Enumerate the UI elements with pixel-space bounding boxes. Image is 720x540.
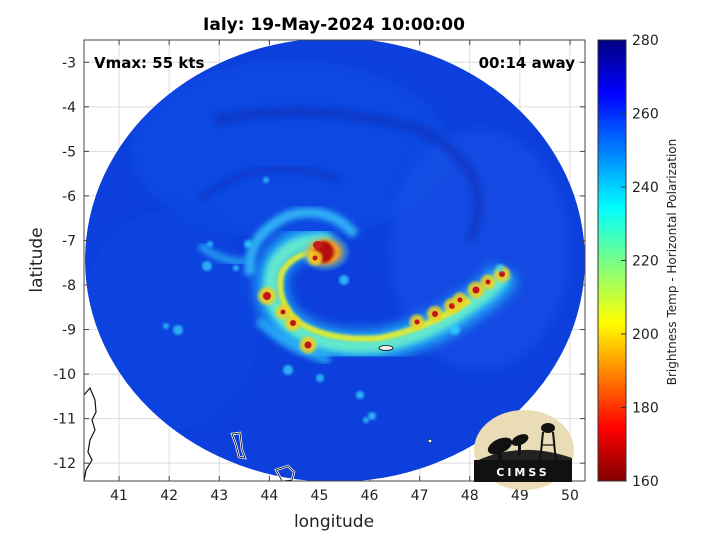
- y-tick-label: -11: [53, 412, 76, 428]
- y-tick-label: -3: [62, 55, 76, 71]
- colorbar-tick-label: 180: [632, 401, 659, 417]
- y-tick-label: -10: [53, 367, 76, 383]
- coastline-africa: [84, 386, 97, 481]
- colorbar-tick-label: 160: [632, 474, 659, 490]
- y-tick-label: -4: [62, 100, 76, 116]
- x-tick-label: 48: [461, 488, 479, 504]
- scattered-convective-cells: [163, 177, 504, 423]
- satellite-dish-icon: [487, 434, 529, 460]
- y-tick-label: -9: [62, 323, 76, 339]
- eyewall-core: [299, 232, 351, 272]
- x-tick-label: 46: [361, 488, 379, 504]
- colorbar-label: Brightness Temp - Horizontal Polarizatio…: [665, 139, 679, 386]
- x-tick-label: 43: [210, 488, 228, 504]
- y-axis-ticks: -3 -4 -5 -6 -7 -8 -9 -10 -11 -12: [53, 55, 585, 472]
- x-tick-label: 44: [260, 488, 278, 504]
- spiral-rainband: [197, 207, 519, 365]
- colorbar-tick-label: 260: [632, 107, 659, 123]
- colorbar-tick-label: 280: [632, 33, 659, 49]
- x-axis-ticks: 41 42 43 44 45 46 47 48 49 50: [110, 40, 579, 504]
- y-tick-label: -8: [62, 278, 76, 294]
- colorbar-tick-label: 220: [632, 254, 659, 270]
- y-tick-label: -6: [62, 189, 76, 205]
- cimss-logo: CIMSS: [474, 410, 574, 490]
- chart-title: Ialy: 19-May-2024 10:00:00: [203, 15, 465, 35]
- x-tick-label: 42: [160, 488, 178, 504]
- vmax-label: Vmax: 55 kts: [94, 54, 204, 72]
- x-tick-label: 47: [411, 488, 429, 504]
- x-tick-label: 49: [511, 488, 529, 504]
- x-axis-label: longitude: [294, 512, 374, 532]
- coastline-islet: [427, 438, 433, 444]
- x-tick-label: 50: [561, 488, 579, 504]
- y-tick-label: -5: [62, 144, 76, 160]
- x-tick-label: 41: [110, 488, 128, 504]
- colorbar: 280 260 240 220 200 180 160 Brightness Temp - …: [597, 33, 679, 490]
- colorbar-tick-label: 240: [632, 180, 659, 196]
- convective-hotspots: [258, 250, 510, 354]
- colorbar-ticks: 280 260 240 220 200 180 160: [621, 33, 659, 490]
- x-tick-label: 45: [311, 488, 329, 504]
- microwave-swath: [85, 40, 585, 481]
- y-tick-label: -7: [62, 233, 76, 249]
- coastlines: [84, 345, 433, 481]
- y-tick-label: -12: [53, 456, 76, 472]
- logo-banner: [474, 460, 572, 482]
- time-away-label: 00:14 away: [479, 54, 576, 72]
- coastline-island-seychelles: [378, 345, 394, 351]
- logo-text: CIMSS: [496, 466, 549, 479]
- axes-frame: [83, 39, 586, 482]
- y-axis-label: latitude: [27, 227, 47, 292]
- water-tower-icon: [539, 423, 557, 463]
- colorbar-tick-label: 200: [632, 327, 659, 343]
